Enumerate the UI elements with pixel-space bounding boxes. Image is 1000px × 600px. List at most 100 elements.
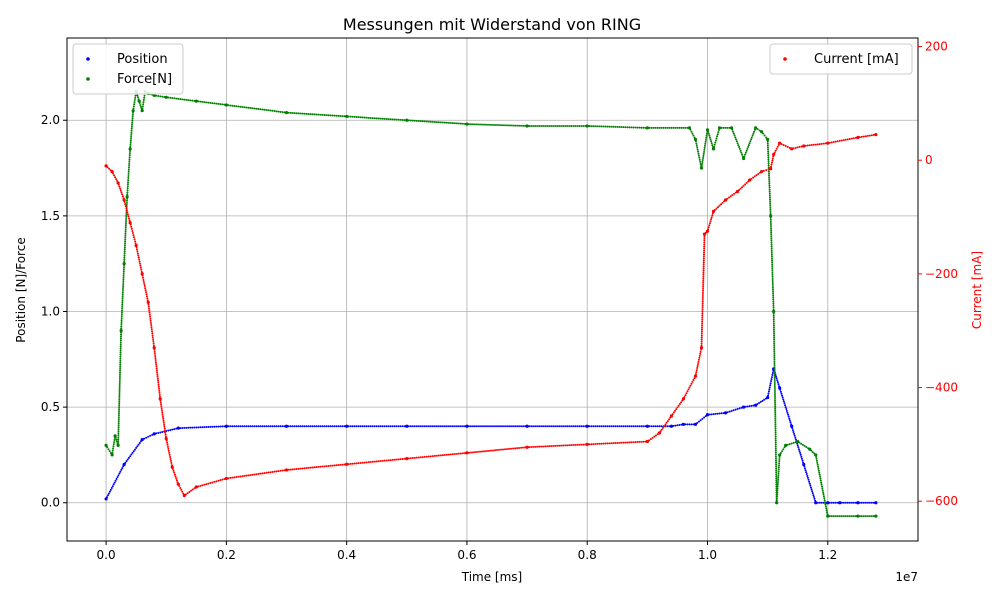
data-point-interp [698, 356, 701, 359]
data-point-interp [297, 112, 300, 115]
data-point-interp [624, 441, 627, 444]
data-point-interp [485, 123, 488, 126]
data-point-interp [124, 224, 127, 227]
data-point-interp [349, 115, 352, 118]
data-point-interp [321, 465, 324, 468]
data-point-interp [820, 485, 823, 488]
data-point-interp [147, 435, 150, 438]
data-point [176, 482, 180, 486]
data-point-interp [123, 256, 126, 259]
data-point-interp [120, 311, 123, 314]
data-point-interp [632, 441, 635, 444]
data-point-interp [731, 128, 734, 131]
data-point-interp [165, 439, 168, 442]
data-point-interp [774, 401, 777, 404]
data-point-interp [620, 425, 623, 428]
data-point [182, 493, 186, 498]
data-point-interp [772, 292, 775, 295]
data-point-interp [309, 425, 312, 428]
data-point-interp [769, 220, 772, 223]
data-point-interp [636, 126, 639, 129]
data-point-interp [676, 406, 679, 409]
data-point-interp [538, 425, 541, 428]
data-point-interp [325, 425, 328, 428]
data-point-interp [769, 208, 772, 211]
data-point-interp [746, 405, 749, 408]
data-point-interp [826, 511, 829, 514]
data-point-interp [588, 443, 591, 446]
data-point-interp [124, 234, 127, 237]
data-point-interp [747, 146, 750, 149]
data-point-interp [473, 425, 476, 428]
data-point-interp [108, 490, 111, 493]
data-point [116, 181, 120, 185]
data-point-interp [812, 496, 815, 499]
data-point-interp [445, 425, 448, 428]
data-point-interp [447, 425, 450, 428]
y-axis-label: Position [N]/Force [14, 237, 28, 342]
data-point-interp [351, 425, 354, 428]
series-force-n [104, 89, 878, 518]
data-point-interp [812, 143, 815, 146]
data-point-interp [130, 125, 133, 128]
data-point-interp [161, 415, 164, 418]
data-point-interp [163, 427, 166, 430]
data-point-interp [769, 198, 772, 201]
data-point-interp [610, 125, 613, 128]
data-point-interp [239, 475, 242, 478]
data-point [778, 141, 782, 145]
data-point-interp [305, 425, 308, 428]
data-point-interp [805, 473, 808, 476]
data-point-interp [118, 381, 121, 384]
data-point-interp [701, 316, 704, 319]
data-point-interp [808, 480, 811, 483]
data-point-interp [858, 136, 861, 139]
data-point-interp [325, 114, 328, 117]
data-point-interp [606, 125, 609, 128]
data-point-interp [568, 124, 571, 127]
data-point-interp [670, 126, 673, 129]
data-point-interp [695, 144, 698, 147]
data-point-interp [401, 425, 404, 428]
data-point-interp [142, 101, 145, 104]
data-point [693, 137, 698, 141]
data-point-interp [602, 425, 605, 428]
data-point-interp [771, 374, 774, 377]
data-point-interp [806, 476, 809, 479]
data-point-interp [813, 497, 816, 500]
data-point-interp [683, 396, 686, 399]
data-point-interp [421, 425, 424, 428]
data-point-interp [357, 116, 360, 119]
data-point-interp [433, 121, 436, 124]
data-point-interp [293, 112, 296, 115]
data-point-interp [129, 141, 132, 144]
data-point-interp [768, 194, 771, 197]
data-point-interp [148, 313, 151, 316]
data-point-interp [698, 156, 701, 159]
y-right-tick-label: −600 [925, 494, 958, 508]
data-point-interp [750, 404, 753, 407]
data-point-interp [775, 463, 778, 466]
data-point-interp [138, 258, 141, 261]
data-point [723, 411, 728, 415]
data-point-interp [844, 515, 847, 518]
data-point-interp [530, 124, 533, 127]
data-point-interp [794, 146, 797, 149]
data-point-interp [289, 468, 292, 471]
data-point-interp [780, 392, 783, 395]
data-point-interp [700, 165, 703, 168]
data-point-interp [738, 189, 741, 192]
data-point-interp [774, 425, 777, 428]
data-point-interp [121, 303, 124, 306]
data-point-interp [656, 425, 659, 428]
data-point-interp [235, 105, 238, 108]
data-point-interp [770, 243, 773, 246]
data-point [465, 451, 469, 455]
data-point-interp [417, 425, 420, 428]
data-point-interp [805, 446, 808, 449]
data-point-interp [773, 358, 776, 361]
data-point-interp [137, 443, 140, 446]
data-point-interp [397, 425, 400, 428]
data-point-interp [437, 425, 440, 428]
